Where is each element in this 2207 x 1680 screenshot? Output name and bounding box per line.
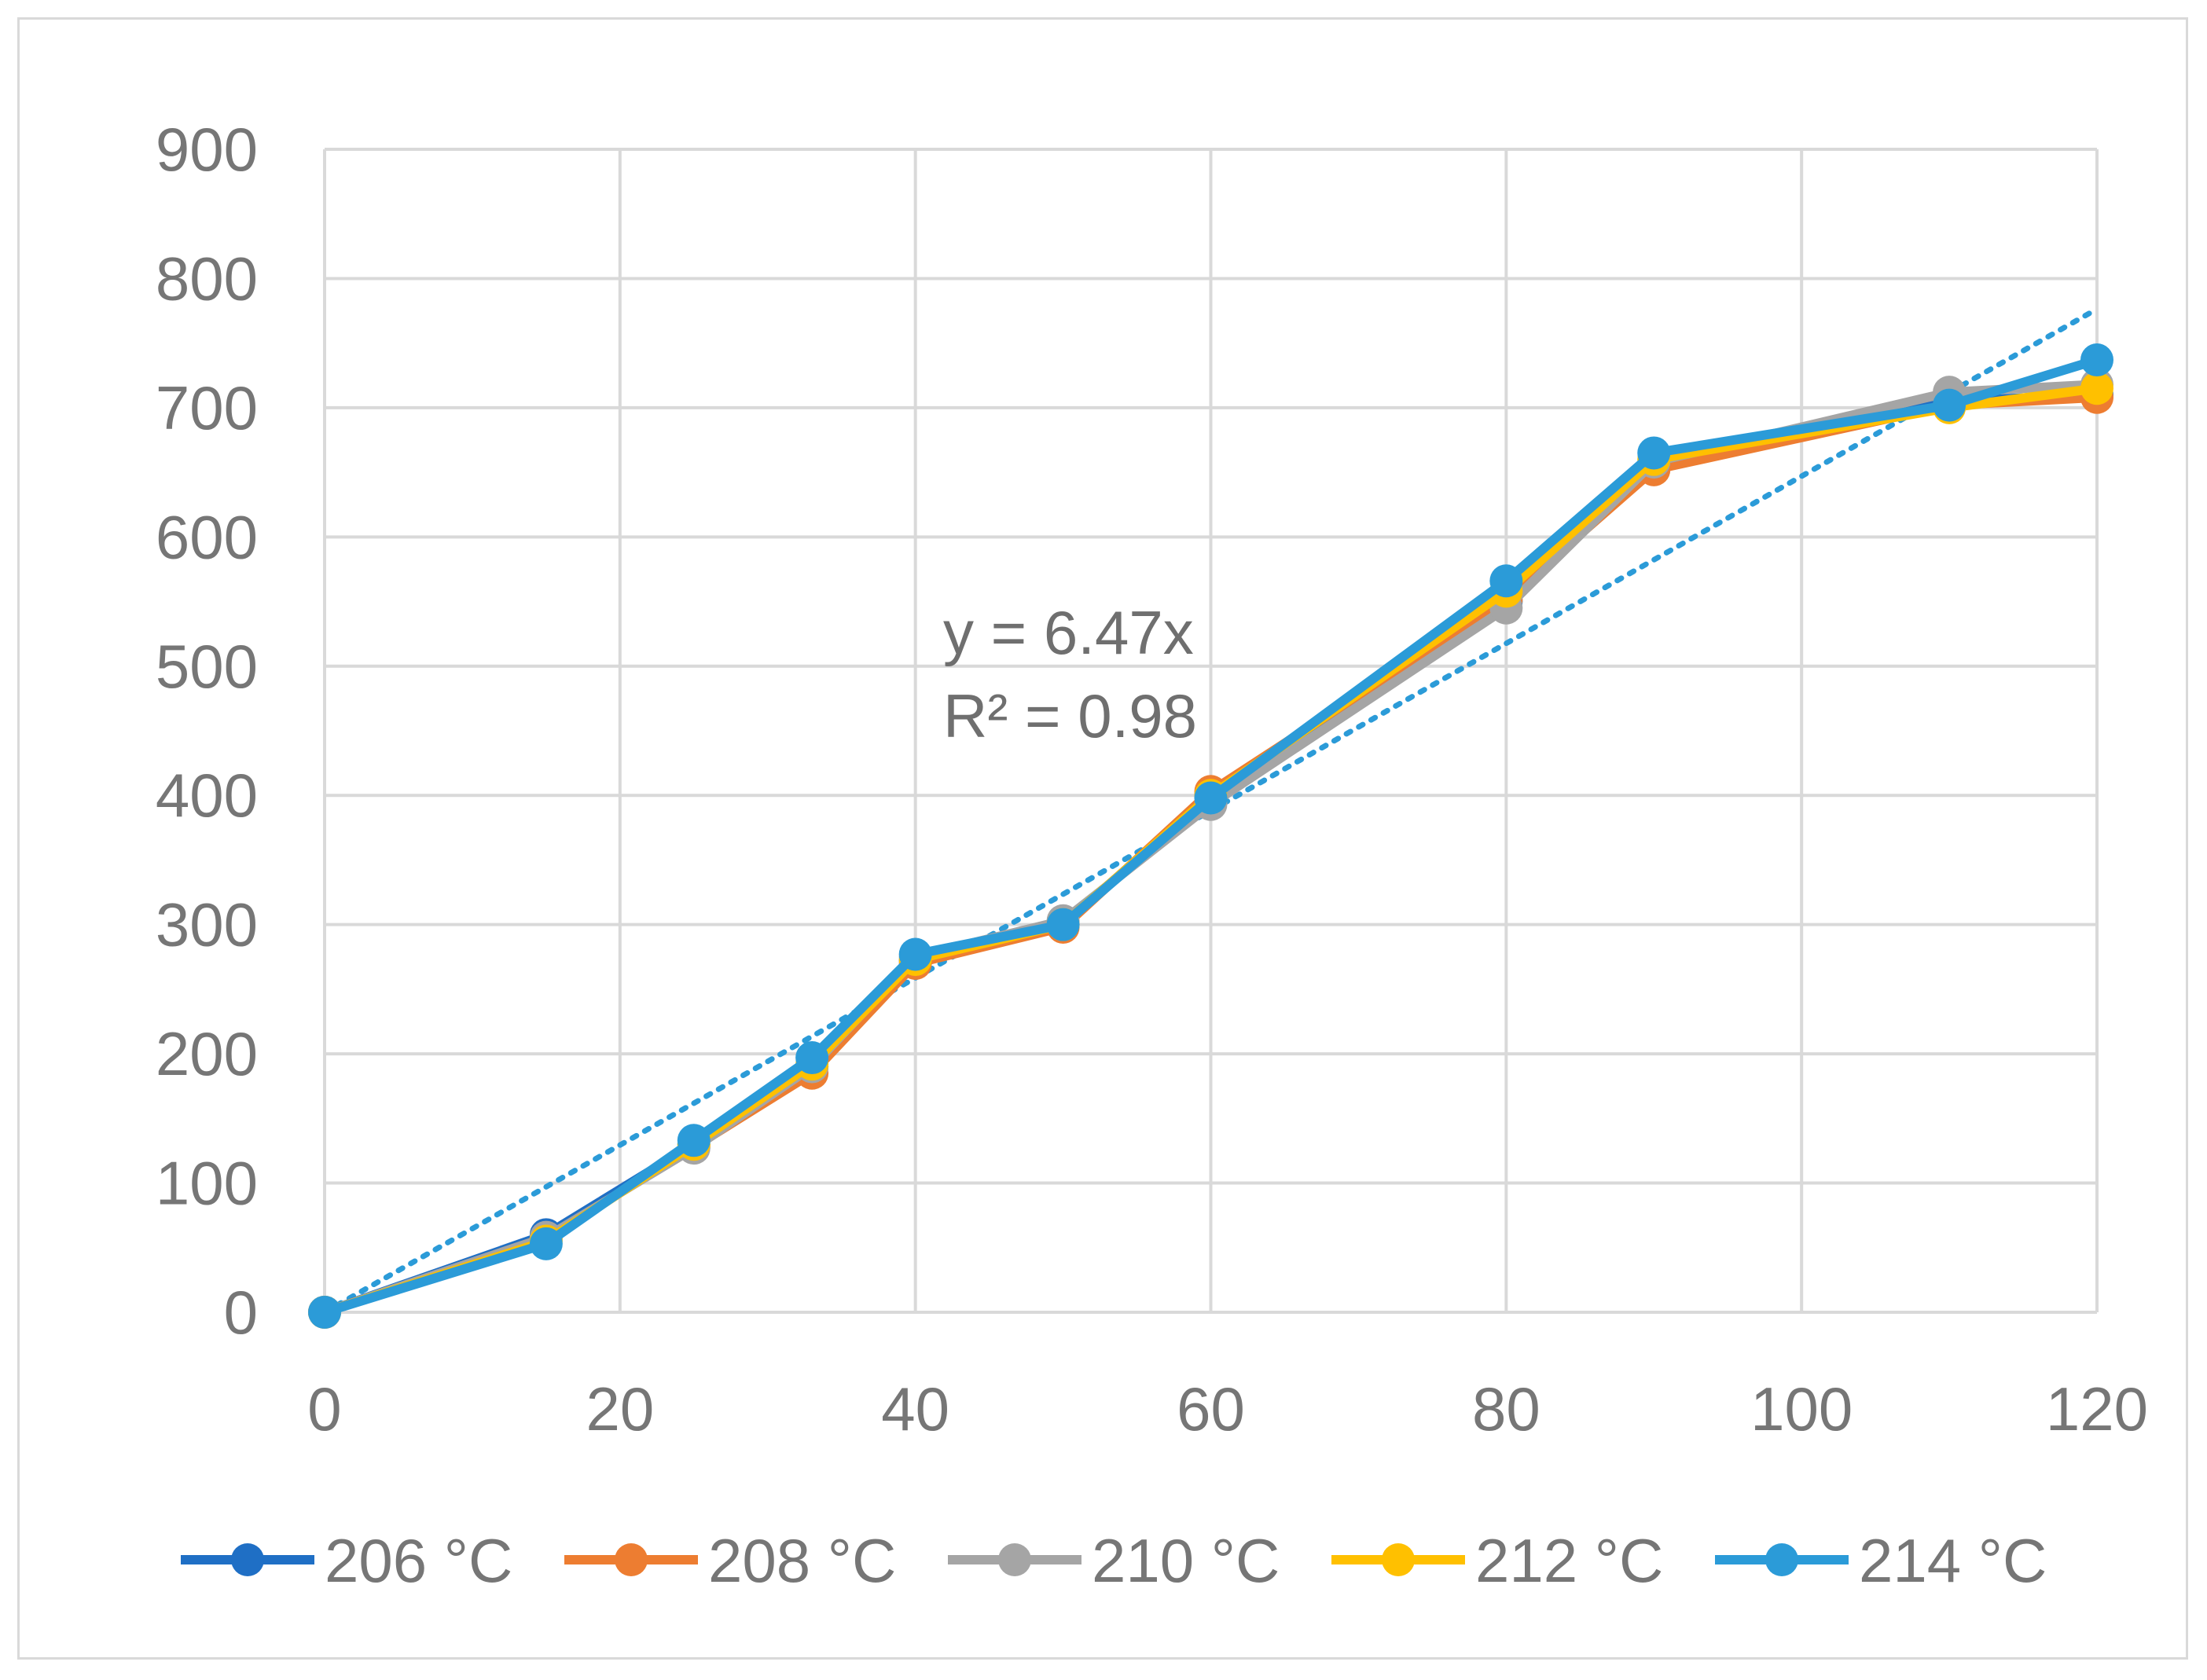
x-tick-label: 100	[1750, 1374, 1853, 1443]
series-4	[308, 343, 2113, 1329]
x-tick-label: 60	[1177, 1374, 1245, 1443]
legend-label: 210 °C	[1092, 1526, 1280, 1595]
trendline-r-squared: R² = 0.98	[943, 681, 1197, 750]
y-tick-label: 800	[156, 244, 258, 313]
x-tick-label: 120	[2046, 1374, 2148, 1443]
data-point	[2080, 343, 2113, 377]
trendline-equation: y = 6.47x	[943, 598, 1194, 667]
data-point	[1489, 564, 1523, 598]
legend-label: 212 °C	[1475, 1526, 1663, 1595]
data-point	[1046, 908, 1080, 941]
legend: 206 °C 208 °C 210 °C 212 °C 214 °C	[181, 1526, 2047, 1595]
legend-label: 208 °C	[708, 1526, 896, 1595]
legend-label: 206 °C	[325, 1526, 512, 1595]
y-tick-label: 400	[156, 761, 258, 830]
x-tick-label: 40	[881, 1374, 949, 1443]
legend-swatch-marker	[1765, 1543, 1798, 1576]
y-tick-label: 700	[156, 373, 258, 442]
legend-item: 214 °C	[1715, 1526, 2047, 1595]
legend-item: 206 °C	[181, 1526, 512, 1595]
legend-item: 210 °C	[948, 1526, 1280, 1595]
series-layer	[308, 343, 2113, 1329]
y-tick-label: 100	[156, 1149, 258, 1218]
y-tick-label: 500	[156, 632, 258, 701]
data-point	[1933, 388, 1966, 422]
y-tick-label: 900	[156, 115, 258, 184]
legend-swatch-marker	[1382, 1543, 1415, 1576]
data-point	[529, 1227, 563, 1260]
x-tick-label: 80	[1472, 1374, 1540, 1443]
x-tick-label: 20	[586, 1374, 654, 1443]
data-point	[308, 1296, 341, 1329]
x-tick-label: 0	[307, 1374, 341, 1443]
data-point	[795, 1041, 829, 1075]
y-tick-label: 300	[156, 890, 258, 959]
legend-label: 214 °C	[1859, 1526, 2047, 1595]
grid	[323, 148, 2099, 1314]
y-tick-label: 0	[224, 1278, 258, 1347]
data-point	[2080, 372, 2113, 405]
data-point	[898, 937, 932, 971]
legend-swatch-marker	[231, 1543, 264, 1576]
axis-tick-labels: 0 100 200 300 400 500 600 700 800 900 0 20 40 60 80 100…	[156, 115, 2148, 1443]
y-tick-label: 200	[156, 1019, 258, 1088]
data-point	[1194, 781, 1228, 815]
data-point	[1637, 436, 1671, 470]
legend-swatch-marker	[615, 1543, 648, 1576]
trendline-annotation: y = 6.47x R² = 0.98	[943, 598, 1197, 750]
legend-swatch-marker	[998, 1543, 1031, 1576]
data-point	[677, 1124, 711, 1157]
legend-item: 212 °C	[1331, 1526, 1663, 1595]
y-tick-label: 600	[156, 502, 258, 571]
legend-item: 208 °C	[564, 1526, 896, 1595]
chart-frame	[17, 17, 2188, 1660]
